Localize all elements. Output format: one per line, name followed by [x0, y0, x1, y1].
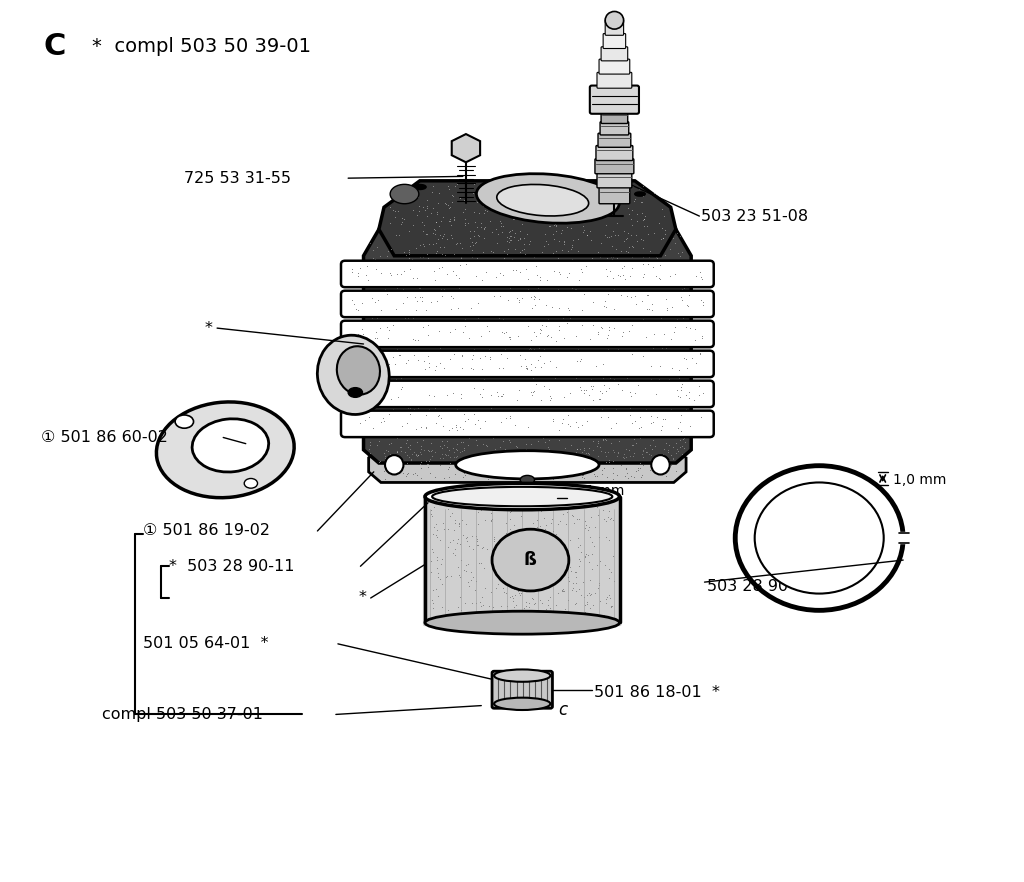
Ellipse shape [497, 184, 589, 216]
FancyBboxPatch shape [599, 59, 630, 74]
Text: 503 23 51-08: 503 23 51-08 [701, 208, 809, 224]
Ellipse shape [494, 669, 551, 682]
Text: compl 503 50 37-01: compl 503 50 37-01 [102, 706, 263, 722]
Ellipse shape [385, 455, 403, 475]
FancyBboxPatch shape [341, 351, 714, 377]
Text: 501 05 64-01  *: 501 05 64-01 * [143, 636, 269, 652]
FancyBboxPatch shape [492, 671, 553, 708]
Polygon shape [379, 181, 676, 256]
Text: c: c [558, 701, 567, 719]
Text: 725 53 31-55: 725 53 31-55 [184, 170, 291, 186]
Text: 503 28 90-13: 503 28 90-13 [707, 579, 814, 594]
Polygon shape [369, 447, 686, 482]
Ellipse shape [337, 347, 380, 394]
Ellipse shape [425, 483, 620, 510]
Ellipse shape [456, 451, 599, 479]
Ellipse shape [493, 529, 569, 591]
Text: C: C [43, 33, 66, 61]
FancyBboxPatch shape [341, 291, 714, 318]
Text: 1,5 mm: 1,5 mm [571, 484, 625, 498]
Ellipse shape [476, 174, 620, 223]
Text: 501 86 18-01  *: 501 86 18-01 * [594, 684, 720, 700]
Ellipse shape [193, 419, 268, 472]
Text: ① 501 86 60-02: ① 501 86 60-02 [41, 430, 168, 445]
FancyBboxPatch shape [341, 411, 714, 437]
FancyBboxPatch shape [596, 146, 633, 161]
Text: *  503 28 90-11: * 503 28 90-11 [169, 558, 295, 574]
FancyBboxPatch shape [598, 133, 631, 147]
FancyBboxPatch shape [894, 532, 908, 544]
FancyBboxPatch shape [595, 159, 634, 174]
FancyBboxPatch shape [601, 47, 628, 61]
Ellipse shape [494, 698, 551, 710]
Ellipse shape [605, 11, 624, 29]
FancyBboxPatch shape [341, 321, 714, 348]
Ellipse shape [425, 611, 620, 634]
Ellipse shape [244, 478, 258, 489]
Ellipse shape [635, 192, 645, 196]
FancyBboxPatch shape [341, 381, 714, 407]
FancyBboxPatch shape [341, 261, 714, 288]
FancyBboxPatch shape [423, 495, 622, 626]
FancyBboxPatch shape [605, 19, 624, 35]
Ellipse shape [414, 184, 426, 190]
Text: 1,0 mm: 1,0 mm [893, 473, 946, 487]
FancyBboxPatch shape [597, 172, 632, 188]
FancyBboxPatch shape [599, 186, 630, 204]
FancyBboxPatch shape [601, 111, 628, 123]
Ellipse shape [432, 487, 612, 506]
Ellipse shape [157, 402, 294, 497]
Ellipse shape [348, 388, 362, 397]
FancyBboxPatch shape [590, 86, 639, 114]
Ellipse shape [651, 455, 670, 475]
Polygon shape [364, 203, 691, 463]
FancyBboxPatch shape [603, 34, 626, 49]
Text: ① 501 86 19-02: ① 501 86 19-02 [143, 523, 270, 539]
FancyBboxPatch shape [600, 122, 629, 135]
Ellipse shape [390, 184, 419, 204]
Text: *  compl 503 50 39-01: * compl 503 50 39-01 [92, 37, 311, 56]
FancyBboxPatch shape [597, 72, 632, 88]
Ellipse shape [520, 475, 535, 484]
Ellipse shape [755, 482, 884, 594]
Ellipse shape [317, 335, 389, 415]
Text: *: * [358, 590, 367, 606]
Ellipse shape [175, 415, 194, 429]
Text: *: * [205, 320, 213, 336]
Text: ß: ß [524, 551, 537, 569]
